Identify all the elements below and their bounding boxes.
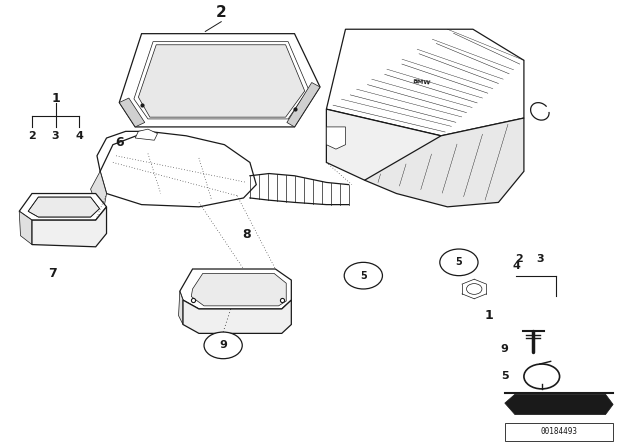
Bar [505,422,613,441]
Text: 9: 9 [220,340,227,350]
Polygon shape [326,127,346,149]
Polygon shape [119,34,320,127]
Polygon shape [326,109,441,180]
Text: 2: 2 [28,131,36,142]
Text: 5: 5 [360,271,367,280]
Polygon shape [179,291,183,324]
Text: 5: 5 [501,371,509,381]
Polygon shape [180,269,291,309]
Text: 3: 3 [52,131,60,142]
Text: 1: 1 [484,309,493,322]
Text: 9: 9 [501,344,509,354]
Text: 00184493: 00184493 [540,427,577,436]
Text: 2: 2 [515,254,523,264]
Text: 1: 1 [51,91,60,104]
Polygon shape [191,273,286,306]
Polygon shape [365,118,524,207]
Polygon shape [19,194,106,220]
Text: 4: 4 [513,261,520,271]
Text: 2: 2 [216,5,227,20]
Polygon shape [326,29,524,136]
Polygon shape [138,45,305,117]
Text: 7: 7 [48,267,57,280]
Text: BMW: BMW [413,79,431,86]
Text: 3: 3 [536,254,543,264]
Polygon shape [91,171,106,211]
Polygon shape [28,197,100,217]
Polygon shape [19,211,32,245]
Circle shape [344,263,383,289]
Polygon shape [119,98,145,127]
Circle shape [467,284,482,294]
Polygon shape [100,131,256,207]
Circle shape [524,364,559,389]
Circle shape [204,332,243,359]
Text: 8: 8 [243,228,251,241]
Polygon shape [183,300,291,333]
Text: 6: 6 [115,136,124,149]
Polygon shape [287,82,320,127]
Text: 5: 5 [456,257,462,267]
Text: 4: 4 [75,131,83,142]
Polygon shape [135,129,157,140]
Polygon shape [505,394,613,415]
Circle shape [440,249,478,276]
Polygon shape [32,207,106,247]
